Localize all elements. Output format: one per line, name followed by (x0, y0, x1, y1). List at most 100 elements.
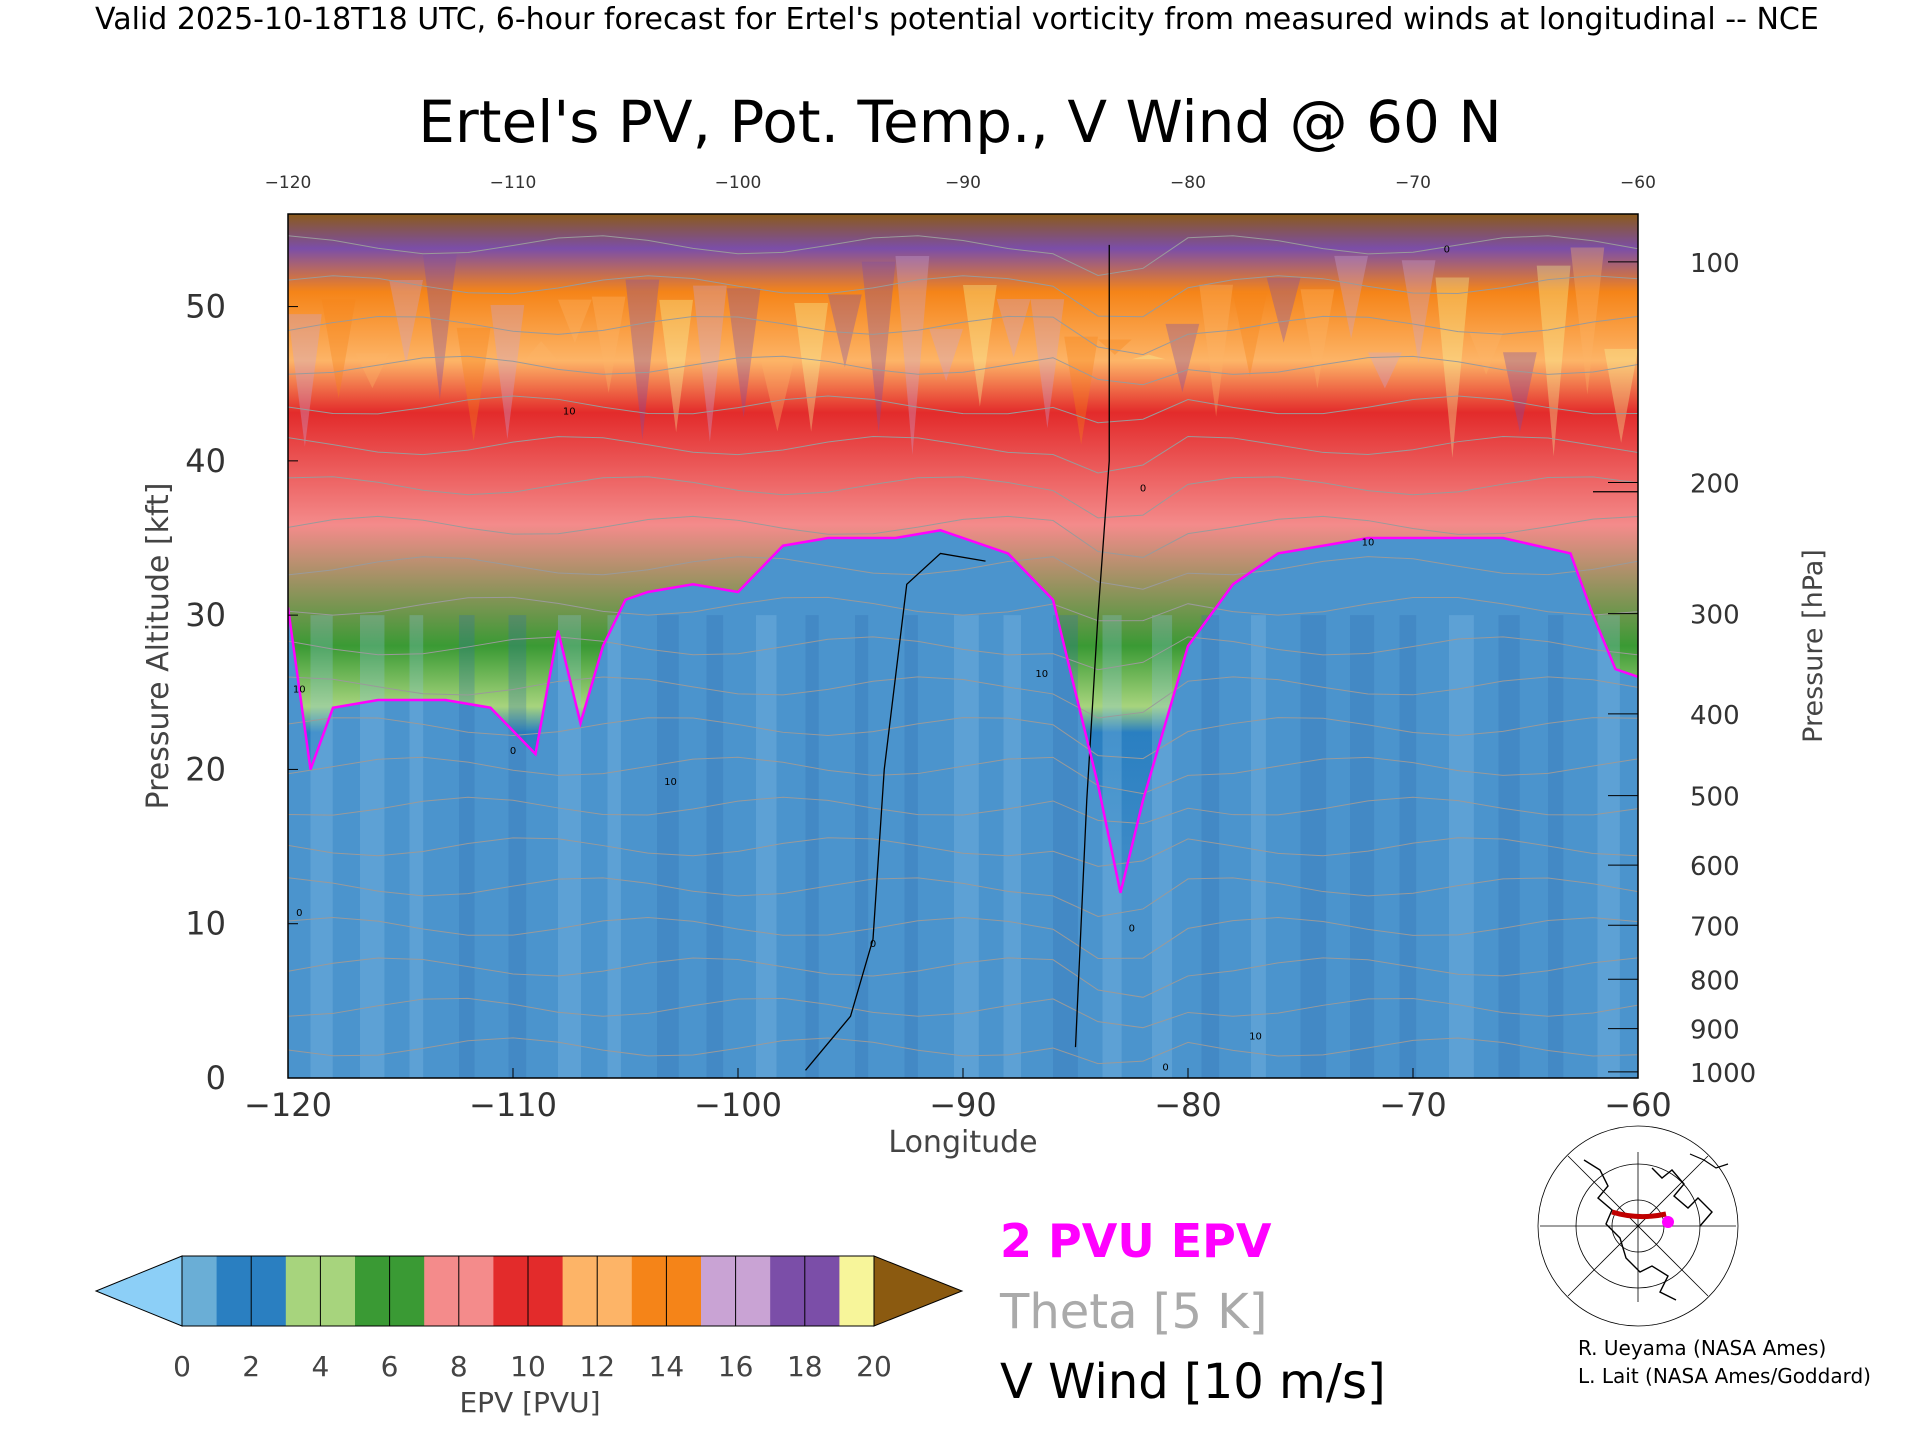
locator-globe-outer (1537, 1125, 1739, 1327)
theta-contour (288, 957, 1638, 998)
pressure-tick-label: 700 (1690, 912, 1740, 942)
v-wind-contour-label: 10 (1035, 669, 1048, 680)
y2-axis-label: Pressure [hPa] (1798, 549, 1829, 743)
colorbar-segment (597, 1256, 633, 1326)
pv-stripe (1003, 615, 1022, 1078)
pv-stripe (657, 615, 679, 1078)
two-pvu-contour (288, 529, 1638, 894)
pressure-tick-label: 600 (1690, 852, 1740, 882)
colorbar-segment (251, 1256, 287, 1326)
v-wind-contour-label: 10 (563, 407, 576, 418)
pv-stripe (558, 615, 582, 1078)
pv-stripe (1350, 615, 1375, 1078)
x-axis-top-ticks: −120 −110 −100 −90 −80 −70 −60 (265, 173, 1656, 193)
theta-contour (288, 235, 1638, 276)
theta-contour (288, 556, 1638, 590)
pressure-tick-label: 200 (1690, 469, 1740, 499)
y-tick-label: 40 (185, 442, 226, 480)
pv-stripe (1201, 615, 1220, 1078)
v-wind-contour-label: 0 (1129, 923, 1135, 934)
y-tick-label: 50 (185, 288, 226, 326)
x-tick-label: −100 (694, 1086, 782, 1124)
locator-meridian (1567, 1155, 1709, 1297)
pv-texture-wedge (760, 359, 795, 432)
theta-contour (288, 756, 1638, 795)
pv-texture-wedge (726, 288, 761, 418)
pv-texture-wedge (1401, 260, 1436, 363)
pv-texture-wedge (1368, 352, 1402, 389)
y-axis-label: Pressure Altitude [kft] (141, 483, 176, 810)
colorbar-segment (216, 1256, 252, 1326)
v-wind-contour-label: 10 (664, 777, 677, 788)
y-tick-label: 0 (206, 1059, 226, 1097)
pv-stripe (855, 615, 869, 1078)
colorbar-segment (493, 1256, 529, 1326)
pv-texture-wedge (558, 299, 592, 343)
theta-contour (288, 435, 1638, 474)
colorbar-segment (839, 1256, 875, 1326)
theta-contour (288, 596, 1638, 622)
pressure-tick-label: 500 (1690, 783, 1740, 813)
theta-contour (288, 717, 1638, 760)
pv-texture-wedge (1435, 277, 1470, 458)
colorbar-segment (355, 1256, 391, 1326)
locator-map (1537, 1125, 1739, 1327)
colorbar-tick-label: 20 (856, 1350, 892, 1383)
v-wind-contour-label: 10 (1249, 1031, 1262, 1042)
x-top-tick-label: −60 (1620, 173, 1656, 193)
pv-stripe (310, 615, 333, 1078)
pressure-tick-label: 1000 (1690, 1059, 1756, 1089)
pv-texture-wedge (828, 294, 862, 368)
pressure-tick-label: 100 (1690, 249, 1740, 279)
pv-stripe (1498, 615, 1520, 1078)
pv-stripe (1152, 615, 1173, 1078)
colorbar-segment (631, 1256, 667, 1326)
colorbar-tick-label: 18 (787, 1350, 823, 1383)
colorbar-tick-label: 2 (242, 1350, 260, 1383)
pv-stripe (805, 615, 819, 1078)
pv-texture-wedge (1098, 339, 1132, 355)
pv-stripe (1300, 615, 1327, 1078)
colorbar-segment (701, 1256, 737, 1326)
v-wind-contour-label: 0 (296, 908, 302, 919)
theta-contour (288, 395, 1638, 424)
pv-texture-wedge (929, 328, 963, 382)
colorbar-segment (804, 1256, 840, 1326)
x-axis-label: Longitude (888, 1125, 1037, 1160)
pv-texture-wedge (591, 296, 626, 393)
colorbar-under-arrow (94, 1255, 183, 1327)
theta-contour (288, 315, 1638, 356)
legend-epv: 2 PVU EPV (1000, 1214, 1272, 1268)
theta-contour (288, 796, 1638, 825)
colorbar-segment (666, 1256, 702, 1326)
locator-coastline (1651, 1167, 1713, 1227)
pressure-tick-label: 300 (1690, 601, 1740, 631)
pv-texture-wedge (355, 353, 390, 389)
theta-contour (288, 355, 1638, 386)
y-axis-altitude-ticks: 0 10 20 30 40 50 (185, 288, 298, 1097)
pv-stripe (1548, 615, 1564, 1078)
theta-contour (288, 275, 1638, 318)
v-wind-contours (805, 244, 1638, 1071)
x-top-tick-label: −100 (715, 173, 762, 193)
v-wind-contour-label: 10 (1362, 538, 1375, 549)
pv-texture-wedge (1570, 247, 1605, 395)
theta-contour (288, 676, 1638, 719)
credit-line-1: R. Ueyama (NASA Ames) (1578, 1336, 1827, 1360)
colorbar-over-arrow (873, 1255, 964, 1327)
pv-stripe (508, 615, 527, 1078)
v-wind-contour-label: 0 (1162, 1062, 1168, 1073)
colorbar-segment (735, 1256, 771, 1326)
locator-section-line (1611, 1209, 1667, 1220)
plot-area: 10 10 0 10 0 10 0 0 10 0 0 0 10 (288, 214, 1638, 1078)
x-tick-label: −110 (469, 1086, 557, 1124)
x-top-tick-label: −120 (265, 173, 312, 193)
pressure-tick-label: 400 (1690, 701, 1740, 731)
v-wind-contour (805, 552, 986, 1071)
x-tick-label: −60 (1604, 1086, 1672, 1124)
pv-stripe (607, 615, 621, 1078)
v-wind-contour-label: 0 (510, 746, 516, 757)
colorbar-tick-label: 10 (510, 1350, 546, 1383)
pv-texture-wedge (423, 254, 457, 400)
pv-texture-wedge (1199, 284, 1233, 417)
